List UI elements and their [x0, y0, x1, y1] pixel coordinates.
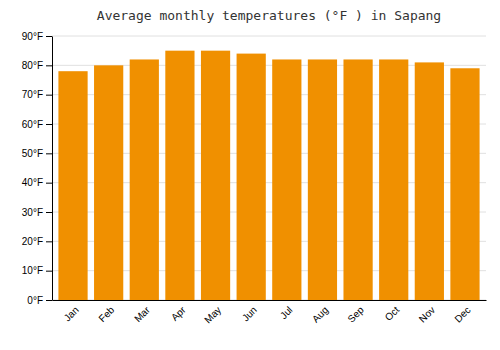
tick-mark [46, 124, 52, 125]
tick-mark [46, 65, 52, 66]
bar [237, 54, 266, 300]
tick: Oct [383, 304, 402, 323]
tick-label: 30°F [22, 207, 43, 218]
tick-label: Oct [383, 304, 402, 323]
bar [308, 59, 337, 300]
tick-mark [46, 271, 52, 272]
tick-label: Dec [452, 304, 472, 324]
tick: 50°F [22, 148, 52, 159]
tick-mark [46, 300, 52, 301]
title: Average monthly temperatures (°F ) in Sa… [97, 8, 441, 23]
tick-label: Sep [345, 304, 366, 325]
tick: 10°F [22, 265, 52, 276]
tick-label: Jul [278, 304, 295, 321]
tick-label: 70°F [22, 89, 43, 100]
bar [201, 51, 230, 300]
grid-line [52, 36, 486, 37]
tick: Mar [132, 304, 152, 324]
tick-label: 0°F [27, 295, 43, 306]
tick-label: 90°F [22, 31, 43, 42]
tick-mark [46, 212, 52, 213]
tick: Dec [452, 304, 472, 324]
bar [343, 59, 372, 300]
bar [272, 59, 301, 300]
tick-label: 60°F [22, 119, 43, 130]
tick: Feb [96, 304, 116, 324]
tick-label: Feb [96, 304, 116, 324]
tick: 30°F [22, 207, 52, 218]
tick: 80°F [22, 60, 52, 71]
tick-mark [46, 241, 52, 242]
axis-line [53, 300, 487, 301]
tick: May [202, 304, 223, 325]
bar [58, 71, 87, 300]
tick-label: Nov [417, 304, 437, 324]
tick: 0°F [27, 295, 52, 306]
tick-label: Mar [132, 304, 152, 324]
tick-mark [46, 36, 52, 37]
tick-label: 80°F [22, 60, 43, 71]
x-axis: Jan Feb Mar Apr May Jun Jul Aug Sep Oct Nov Dec [53, 301, 487, 326]
tick-mark [46, 183, 52, 184]
tick: 70°F [22, 89, 52, 100]
tick-label: Jan [62, 304, 81, 323]
bar [94, 65, 123, 300]
plot: 0°F 10°F 20°F 30°F 40°F 50°F 60°F 70°F 80°F 90°F J… [22, 31, 487, 326]
tick: Jan [62, 304, 81, 323]
bar [165, 51, 194, 300]
tick-mark [46, 95, 52, 96]
tick: Jun [240, 304, 259, 323]
tick-label: 40°F [22, 177, 43, 188]
bar [130, 59, 159, 300]
tick-label: Aug [310, 304, 330, 324]
tick-label: Apr [169, 304, 188, 323]
bar [379, 59, 408, 300]
tick: Aug [310, 304, 330, 324]
tick: 40°F [22, 177, 52, 188]
chart: 0°F 10°F 20°F 30°F 40°F 50°F 60°F 70°F 80°F 90°F J… [0, 0, 500, 350]
bar [415, 62, 444, 300]
tick-label: May [202, 304, 223, 325]
tick-label: 50°F [22, 148, 43, 159]
tick-label: 20°F [22, 236, 43, 247]
axis-line [52, 37, 53, 301]
bars [58, 51, 479, 300]
bar [450, 68, 479, 300]
tick: Jul [278, 304, 295, 321]
tick-mark [46, 153, 52, 154]
tick: 20°F [22, 236, 52, 247]
tick-label: 10°F [22, 265, 43, 276]
y-axis: 0°F 10°F 20°F 30°F 40°F 50°F 60°F 70°F 80°F 90°F [22, 31, 53, 306]
tick: 90°F [22, 31, 52, 42]
tick: 60°F [22, 119, 52, 130]
tick: Sep [345, 304, 366, 325]
grid [52, 36, 486, 300]
tick: Apr [169, 304, 188, 323]
tick-label: Jun [240, 304, 259, 323]
tick: Nov [417, 304, 437, 324]
